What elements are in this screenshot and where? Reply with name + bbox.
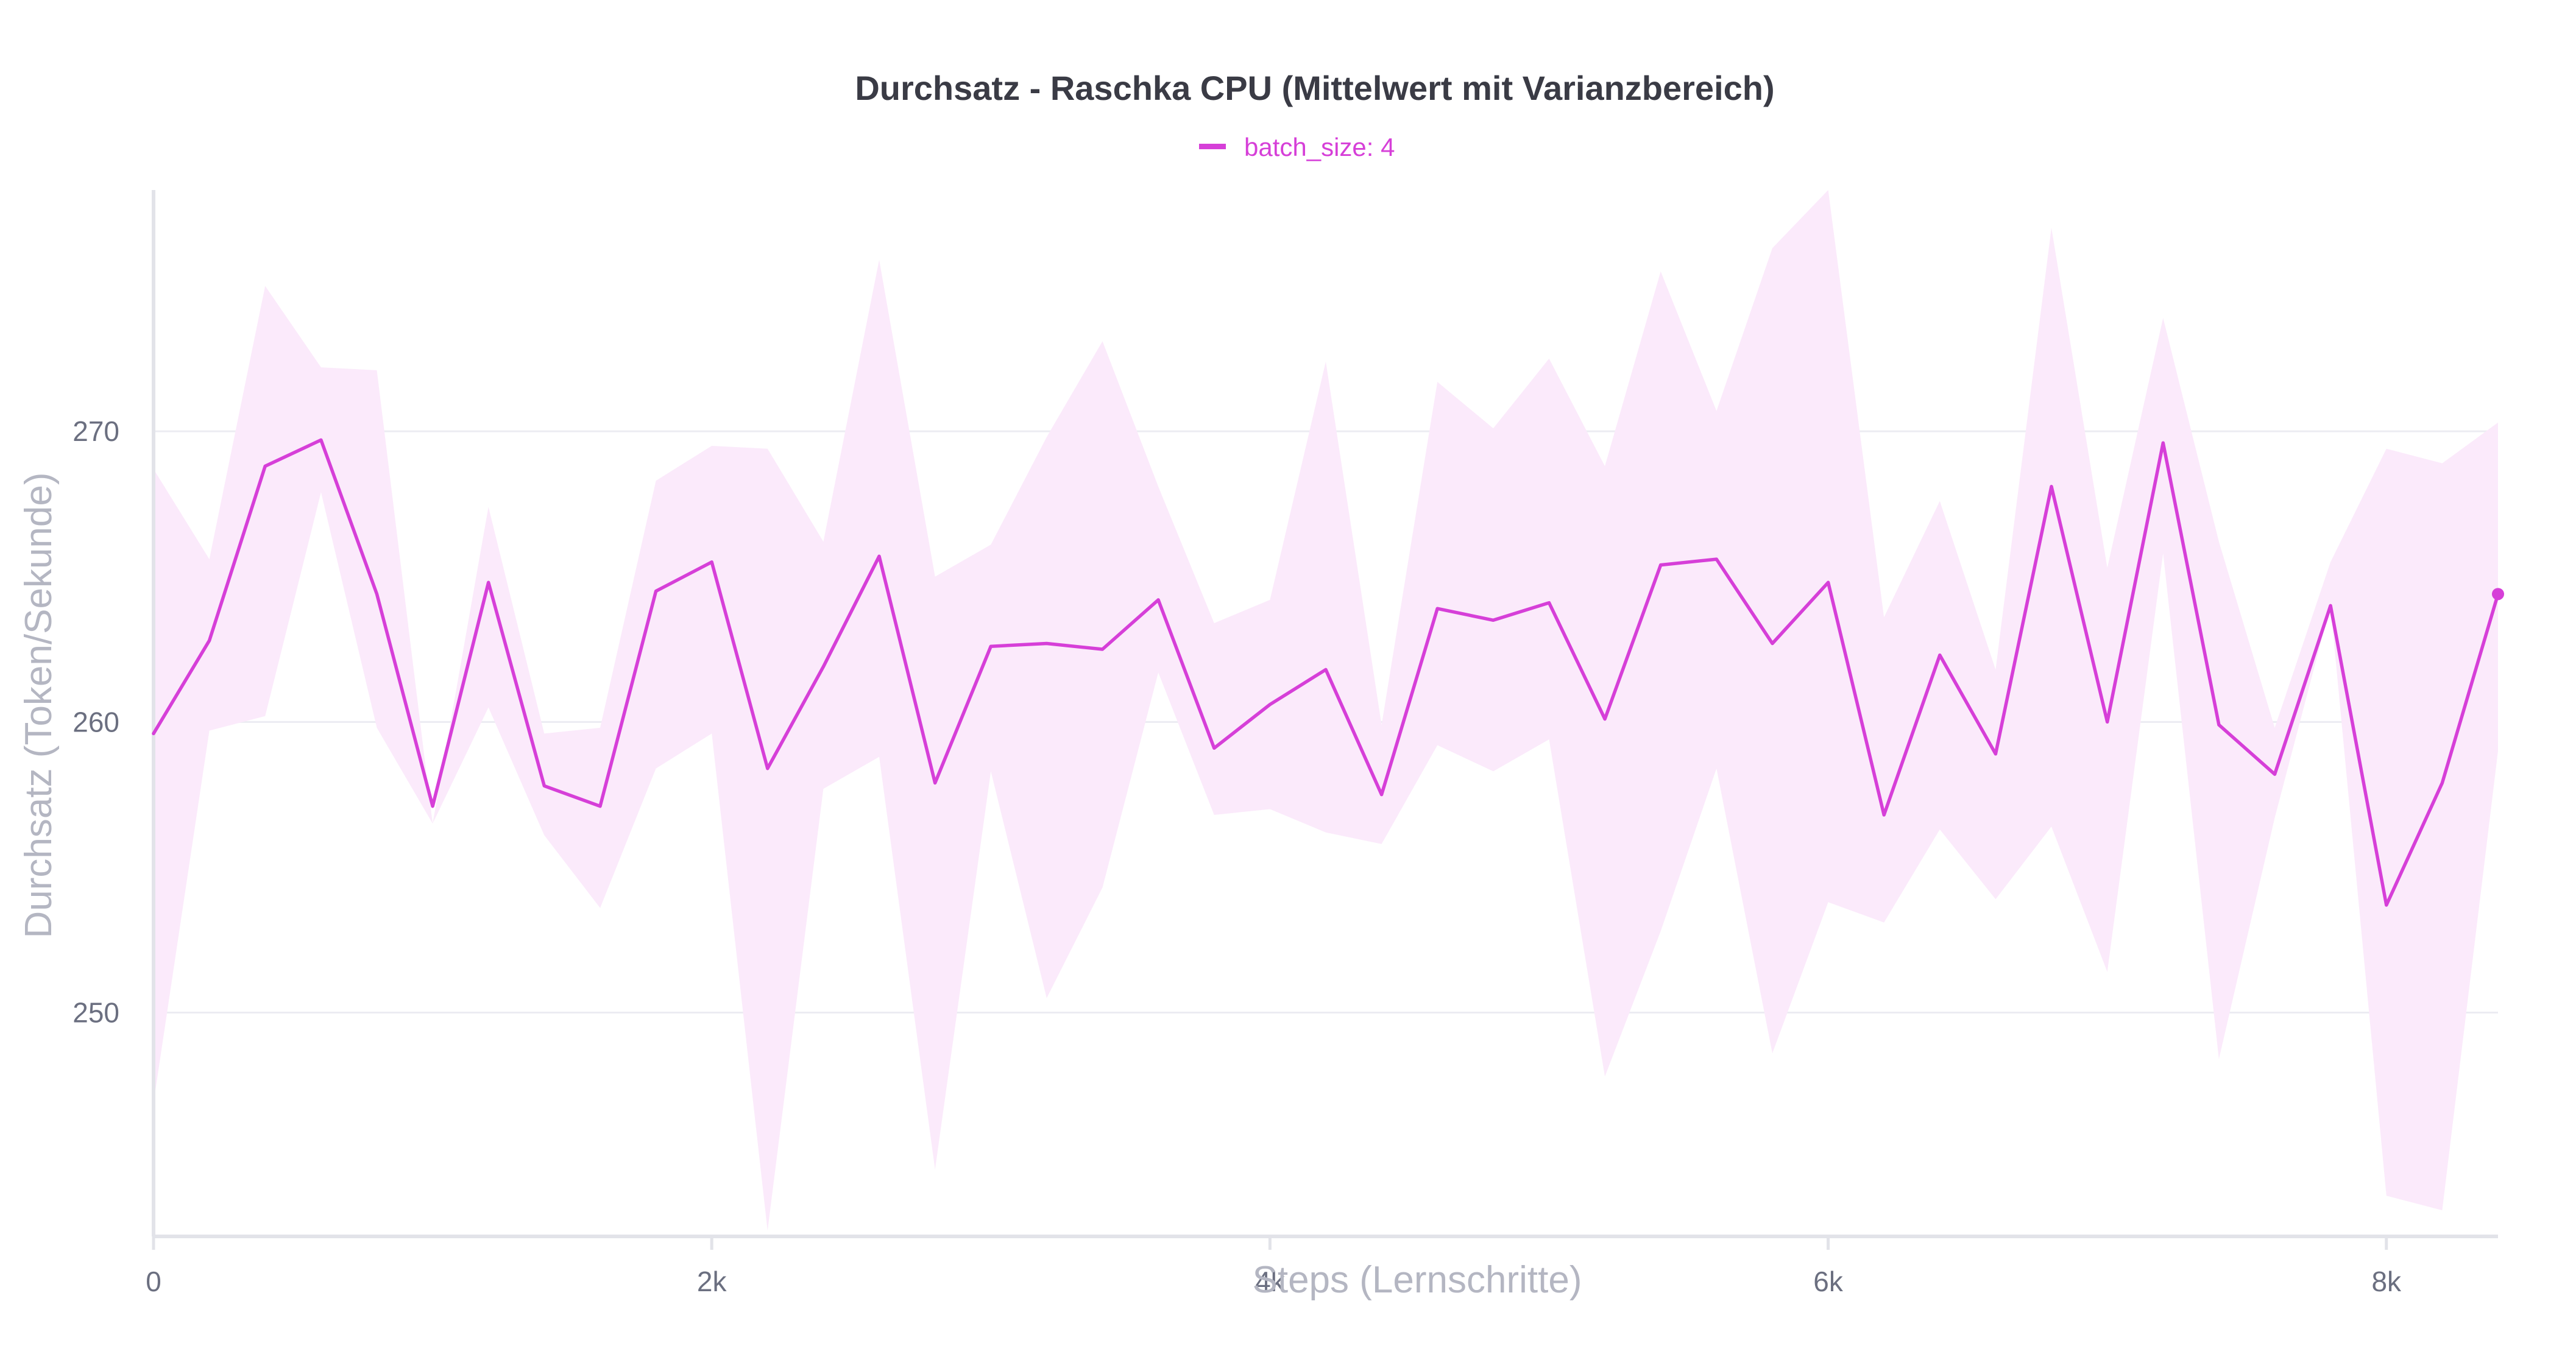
variance-band-layer	[154, 190, 2498, 1231]
mean-line-layer	[152, 438, 2504, 907]
y-tick-label: 260	[73, 706, 119, 738]
legend-swatch	[1199, 144, 1226, 149]
x-tick-label: 6k	[1813, 1266, 1844, 1297]
x-tick-label: 2k	[697, 1266, 727, 1297]
y-axis-label: Durchsatz (Token/Sekunde)	[18, 472, 60, 938]
variance-band	[154, 190, 2498, 1231]
x-tick-label: 8k	[2371, 1266, 2402, 1297]
y-tick-label: 270	[73, 415, 119, 447]
x-tick-label: 4k	[1255, 1266, 1286, 1297]
x-tick-label: 0	[146, 1266, 161, 1297]
axes	[152, 190, 2498, 1250]
chart-title: Durchsatz - Raschka CPU (Mittelwert mit …	[855, 69, 1774, 107]
x-axis-label: Steps (Lernschritte)	[1253, 1259, 1582, 1301]
y-tick-label: 250	[73, 997, 119, 1029]
legend-label: batch_size: 4	[1244, 133, 1395, 161]
tick-labels: 250 260 270 0 2k 4k 6k 8k	[73, 415, 2402, 1297]
legend[interactable]: batch_size: 4	[1199, 133, 1395, 161]
mean-line	[152, 438, 2500, 907]
last-point-marker	[2492, 588, 2504, 601]
